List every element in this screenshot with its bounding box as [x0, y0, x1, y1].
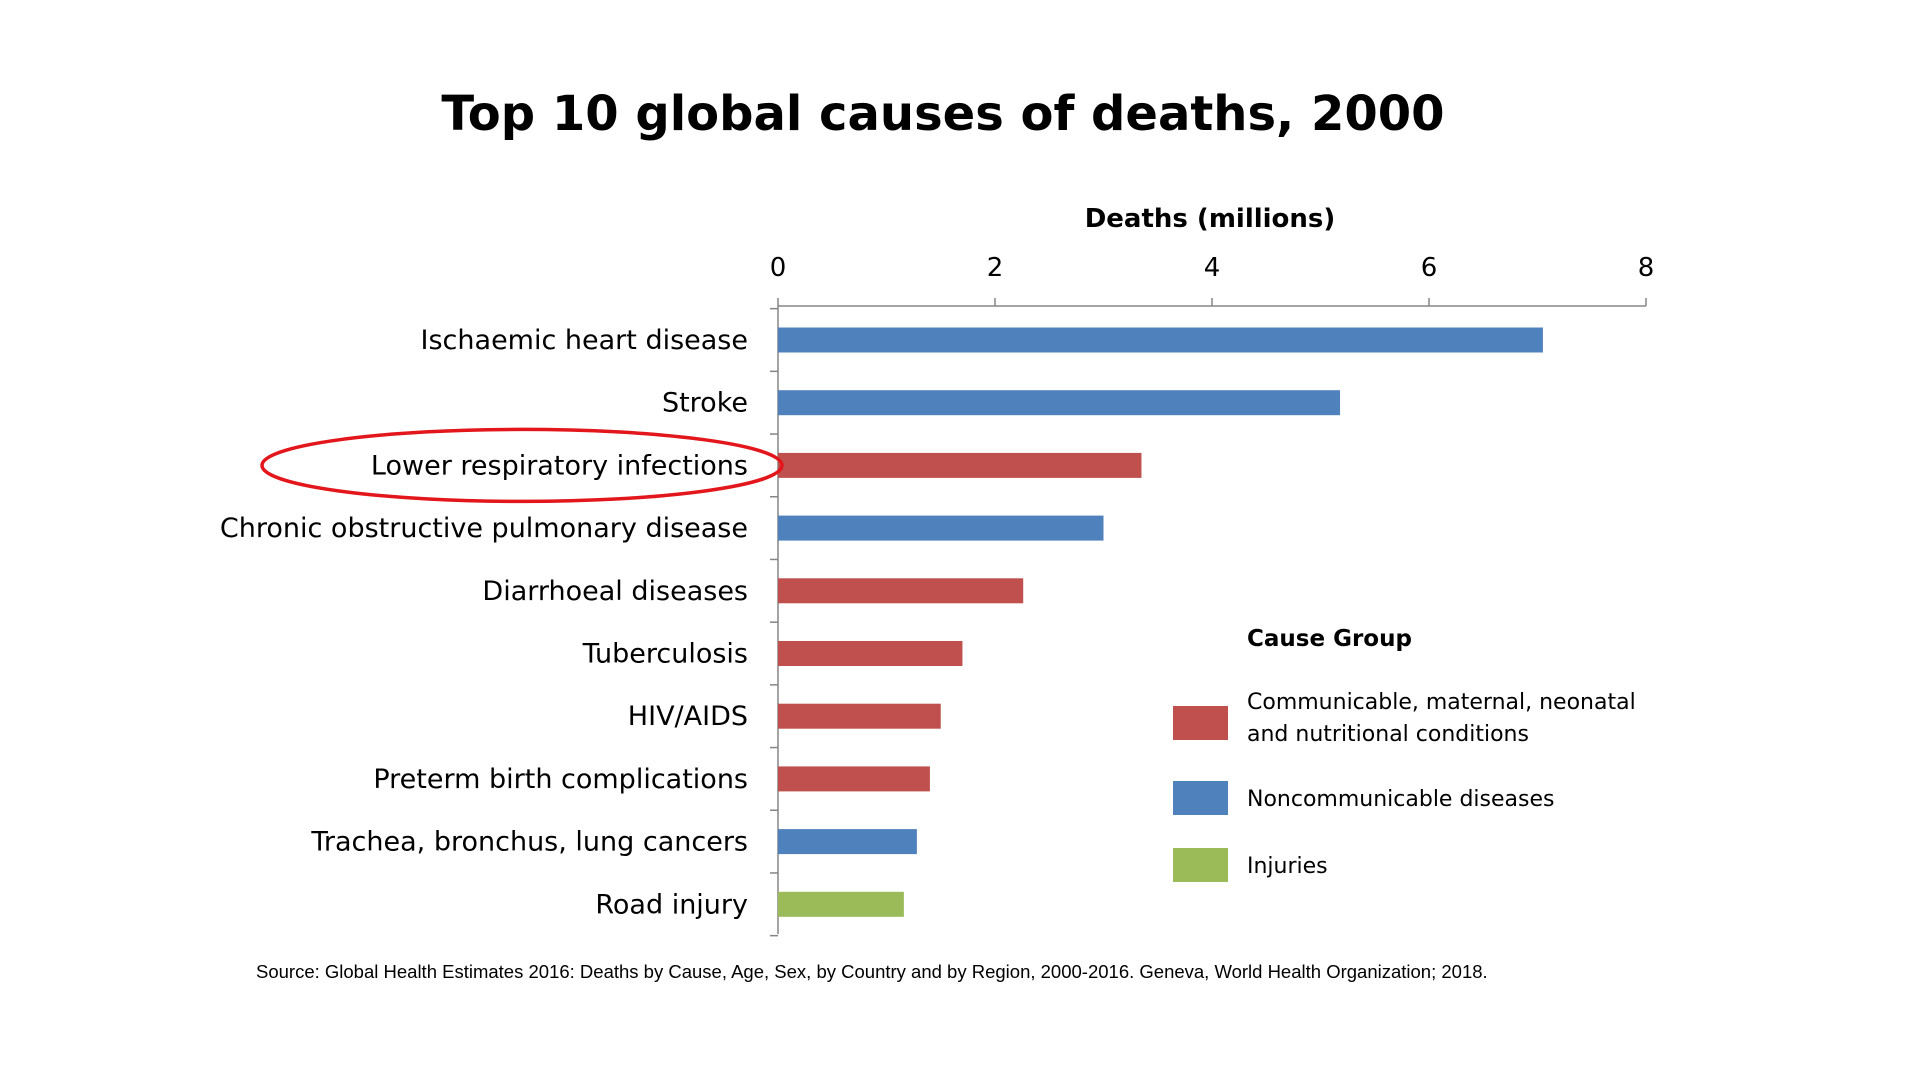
category-labels: Ischaemic heart disease Stroke Lower respi… [220, 325, 748, 920]
category-label: Lower respiratory infections [371, 450, 748, 481]
legend-swatch [1173, 706, 1228, 740]
legend-label: Communicable, maternal, neonatal [1247, 690, 1636, 715]
bar [778, 829, 917, 855]
x-tick-label: 8 [1638, 253, 1655, 283]
category-label: HIV/AIDS [628, 701, 748, 732]
x-tick-label: 6 [1421, 253, 1438, 283]
bar [778, 452, 1142, 478]
bar [778, 641, 963, 666]
bar [778, 578, 1024, 604]
category-label: Chronic obstructive pulmonary disease [220, 513, 748, 544]
category-label: Trachea, bronchus, lung cancers [310, 827, 748, 858]
bars [778, 327, 1543, 917]
chart-title: Top 10 global causes of deaths, 2000 [441, 86, 1444, 142]
legend-label: Noncommunicable diseases [1247, 787, 1554, 812]
legend: Cause Group Communicable, maternal, neon… [1173, 626, 1636, 882]
category-label: Stroke [662, 388, 748, 419]
legend-label: Injuries [1247, 854, 1328, 879]
bar [778, 390, 1341, 416]
category-label: Ischaemic heart disease [421, 325, 748, 356]
legend-label: and nutritional conditions [1247, 722, 1529, 747]
category-label: Diarrhoeal diseases [482, 576, 748, 607]
x-tick-label: 2 [987, 253, 1004, 283]
x-axis-title: Deaths (millions) [1085, 204, 1336, 234]
y-axis [770, 306, 779, 937]
bar [778, 891, 904, 917]
bar [778, 766, 930, 792]
x-tick-label: 0 [770, 253, 787, 283]
bar [778, 515, 1104, 541]
x-axis: 0 2 4 6 8 [770, 253, 1655, 307]
highlight-ellipse [260, 427, 784, 504]
bar [778, 703, 941, 729]
legend-title: Cause Group [1247, 626, 1412, 652]
bar [778, 327, 1543, 353]
category-label: Preterm birth complications [373, 764, 748, 795]
source-note: Source: Global Health Estimates 2016: De… [256, 961, 1488, 982]
category-label: Tuberculosis [582, 639, 748, 670]
legend-swatch [1173, 848, 1228, 882]
legend-swatch [1173, 781, 1228, 815]
x-tick-label: 4 [1204, 253, 1221, 283]
category-label: Road injury [595, 889, 748, 920]
